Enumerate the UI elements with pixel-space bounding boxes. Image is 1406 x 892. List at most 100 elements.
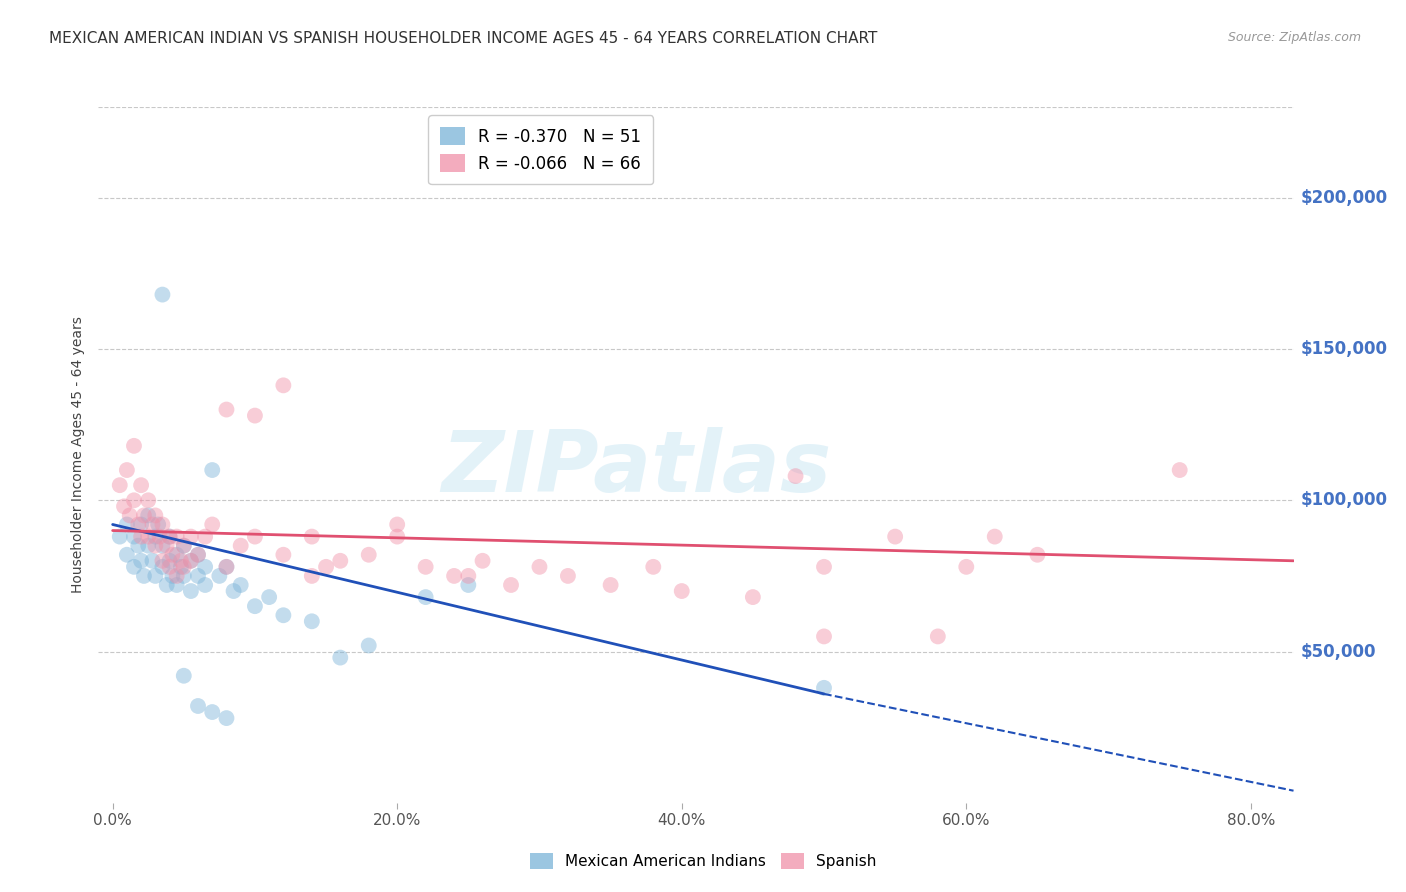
Point xyxy=(148,517,170,532)
Point xyxy=(162,548,184,562)
Point xyxy=(166,569,188,583)
Point xyxy=(173,569,195,583)
Point xyxy=(156,578,179,592)
Point xyxy=(273,548,295,562)
Point xyxy=(785,469,807,483)
Point xyxy=(215,402,238,417)
Point xyxy=(187,548,209,562)
Point xyxy=(173,559,195,574)
Point xyxy=(136,530,159,544)
Legend: R = -0.370   N = 51, R = -0.066   N = 66: R = -0.370 N = 51, R = -0.066 N = 66 xyxy=(429,115,652,185)
Point xyxy=(143,569,166,583)
Text: $50,000: $50,000 xyxy=(1301,642,1376,661)
Point xyxy=(166,530,188,544)
Point xyxy=(143,539,166,553)
Point xyxy=(499,578,522,592)
Point xyxy=(187,569,209,583)
Point xyxy=(385,517,409,532)
Point xyxy=(132,569,155,583)
Point xyxy=(357,639,380,653)
Point xyxy=(180,554,202,568)
Point xyxy=(127,539,149,553)
Point xyxy=(173,669,195,683)
Point xyxy=(170,559,193,574)
Point xyxy=(152,554,174,568)
Point xyxy=(599,578,621,592)
Point xyxy=(215,711,238,725)
Point xyxy=(884,530,907,544)
Point xyxy=(813,559,835,574)
Point xyxy=(1168,463,1191,477)
Point xyxy=(149,530,172,544)
Point xyxy=(415,590,437,604)
Point xyxy=(141,554,163,568)
Point xyxy=(927,629,949,643)
Point xyxy=(443,569,465,583)
Point xyxy=(194,530,217,544)
Point xyxy=(156,539,179,553)
Point xyxy=(118,508,141,523)
Point xyxy=(159,530,181,544)
Point xyxy=(385,530,409,544)
Text: MEXICAN AMERICAN INDIAN VS SPANISH HOUSEHOLDER INCOME AGES 45 - 64 YEARS CORRELA: MEXICAN AMERICAN INDIAN VS SPANISH HOUSE… xyxy=(49,31,877,46)
Point xyxy=(643,559,665,574)
Point xyxy=(243,599,266,614)
Point xyxy=(215,559,238,574)
Point xyxy=(115,463,138,477)
Point xyxy=(180,554,202,568)
Point xyxy=(136,508,159,523)
Point xyxy=(152,539,174,553)
Point xyxy=(229,578,252,592)
Point xyxy=(112,500,135,514)
Text: $150,000: $150,000 xyxy=(1301,340,1388,358)
Point xyxy=(222,584,245,599)
Point xyxy=(162,569,184,583)
Point xyxy=(108,530,131,544)
Legend: Mexican American Indians, Spanish: Mexican American Indians, Spanish xyxy=(523,847,883,875)
Point xyxy=(152,287,174,301)
Point xyxy=(152,517,174,532)
Point xyxy=(329,554,352,568)
Point xyxy=(813,629,835,643)
Point xyxy=(127,517,149,532)
Point xyxy=(243,530,266,544)
Point xyxy=(152,559,174,574)
Point xyxy=(115,517,138,532)
Point xyxy=(357,548,380,562)
Point xyxy=(215,559,238,574)
Point xyxy=(129,478,152,492)
Point xyxy=(201,705,224,719)
Point xyxy=(159,559,181,574)
Point xyxy=(529,559,551,574)
Point xyxy=(273,378,295,392)
Point xyxy=(301,569,323,583)
Point xyxy=(159,554,181,568)
Point xyxy=(122,493,145,508)
Text: Source: ZipAtlas.com: Source: ZipAtlas.com xyxy=(1227,31,1361,45)
Point xyxy=(273,608,295,623)
Point xyxy=(108,478,131,492)
Point xyxy=(173,539,195,553)
Point xyxy=(415,559,437,574)
Point xyxy=(166,548,188,562)
Point xyxy=(173,539,195,553)
Text: $100,000: $100,000 xyxy=(1301,491,1388,509)
Point xyxy=(187,548,209,562)
Point xyxy=(136,539,159,553)
Point xyxy=(201,517,224,532)
Text: $200,000: $200,000 xyxy=(1301,189,1388,207)
Point xyxy=(229,539,252,553)
Point xyxy=(315,559,337,574)
Text: ZIPatlas: ZIPatlas xyxy=(441,427,831,510)
Point xyxy=(187,698,209,713)
Point xyxy=(1026,548,1049,562)
Point xyxy=(457,569,479,583)
Point xyxy=(170,554,193,568)
Point xyxy=(122,439,145,453)
Point xyxy=(671,584,693,599)
Point xyxy=(813,681,835,695)
Point xyxy=(194,559,217,574)
Point xyxy=(180,584,202,599)
Point xyxy=(122,559,145,574)
Point xyxy=(115,548,138,562)
